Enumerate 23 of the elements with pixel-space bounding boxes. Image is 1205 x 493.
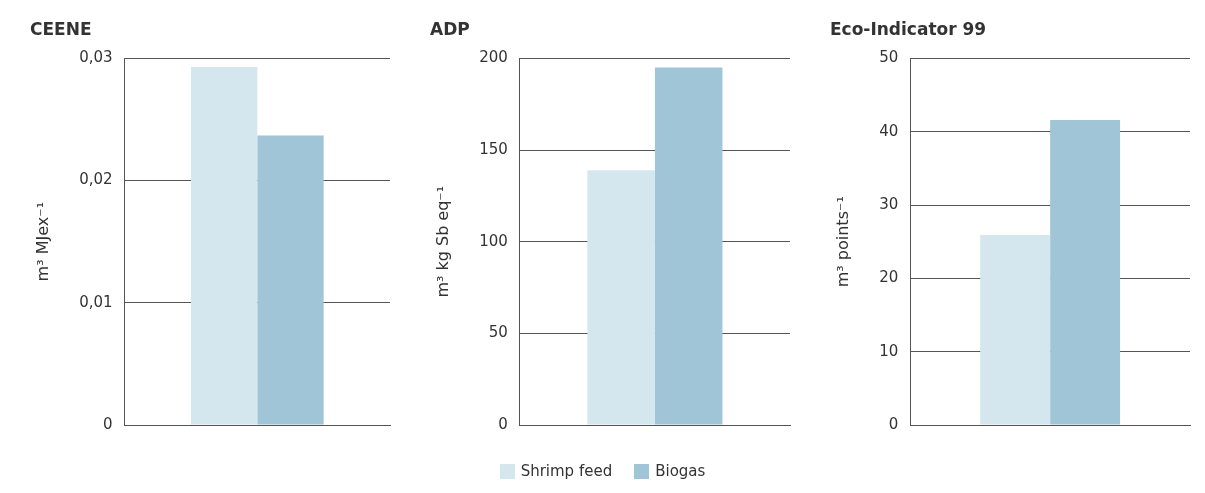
- y-tick-label: 40: [879, 121, 899, 140]
- y-tick-label: 50: [879, 48, 899, 67]
- y-axis-title: m³ MJex⁻¹: [32, 201, 52, 282]
- y-tick-label: 20: [879, 268, 899, 287]
- y-tick-label: 0,03: [79, 48, 113, 67]
- y-tick-label: 100: [479, 231, 508, 250]
- y-tick-label: 30: [879, 194, 899, 213]
- y-axis-title: m³ points⁻¹: [832, 196, 852, 288]
- legend-label: Biogas: [655, 462, 706, 480]
- y-tick-label: 0,02: [79, 170, 113, 189]
- y-tick-label: 50: [488, 323, 508, 342]
- y-tick-label: 10: [879, 341, 899, 360]
- y-tick-label: 0: [498, 414, 508, 433]
- y-tick-label: 0: [103, 414, 113, 433]
- y-tick-label: 0,01: [79, 292, 113, 311]
- chart-title: ADP: [430, 18, 470, 39]
- chart-title: Eco-Indicator 99: [830, 18, 987, 39]
- y-tick-label: 150: [479, 139, 508, 158]
- y-tick-label: 200: [479, 48, 508, 67]
- chart-title: CEENE: [30, 18, 92, 39]
- legend-label: Shrimp feed: [520, 462, 613, 480]
- y-tick-label: 0: [888, 414, 899, 433]
- y-axis-title: m³ kg Sb eq⁻¹: [432, 185, 452, 298]
